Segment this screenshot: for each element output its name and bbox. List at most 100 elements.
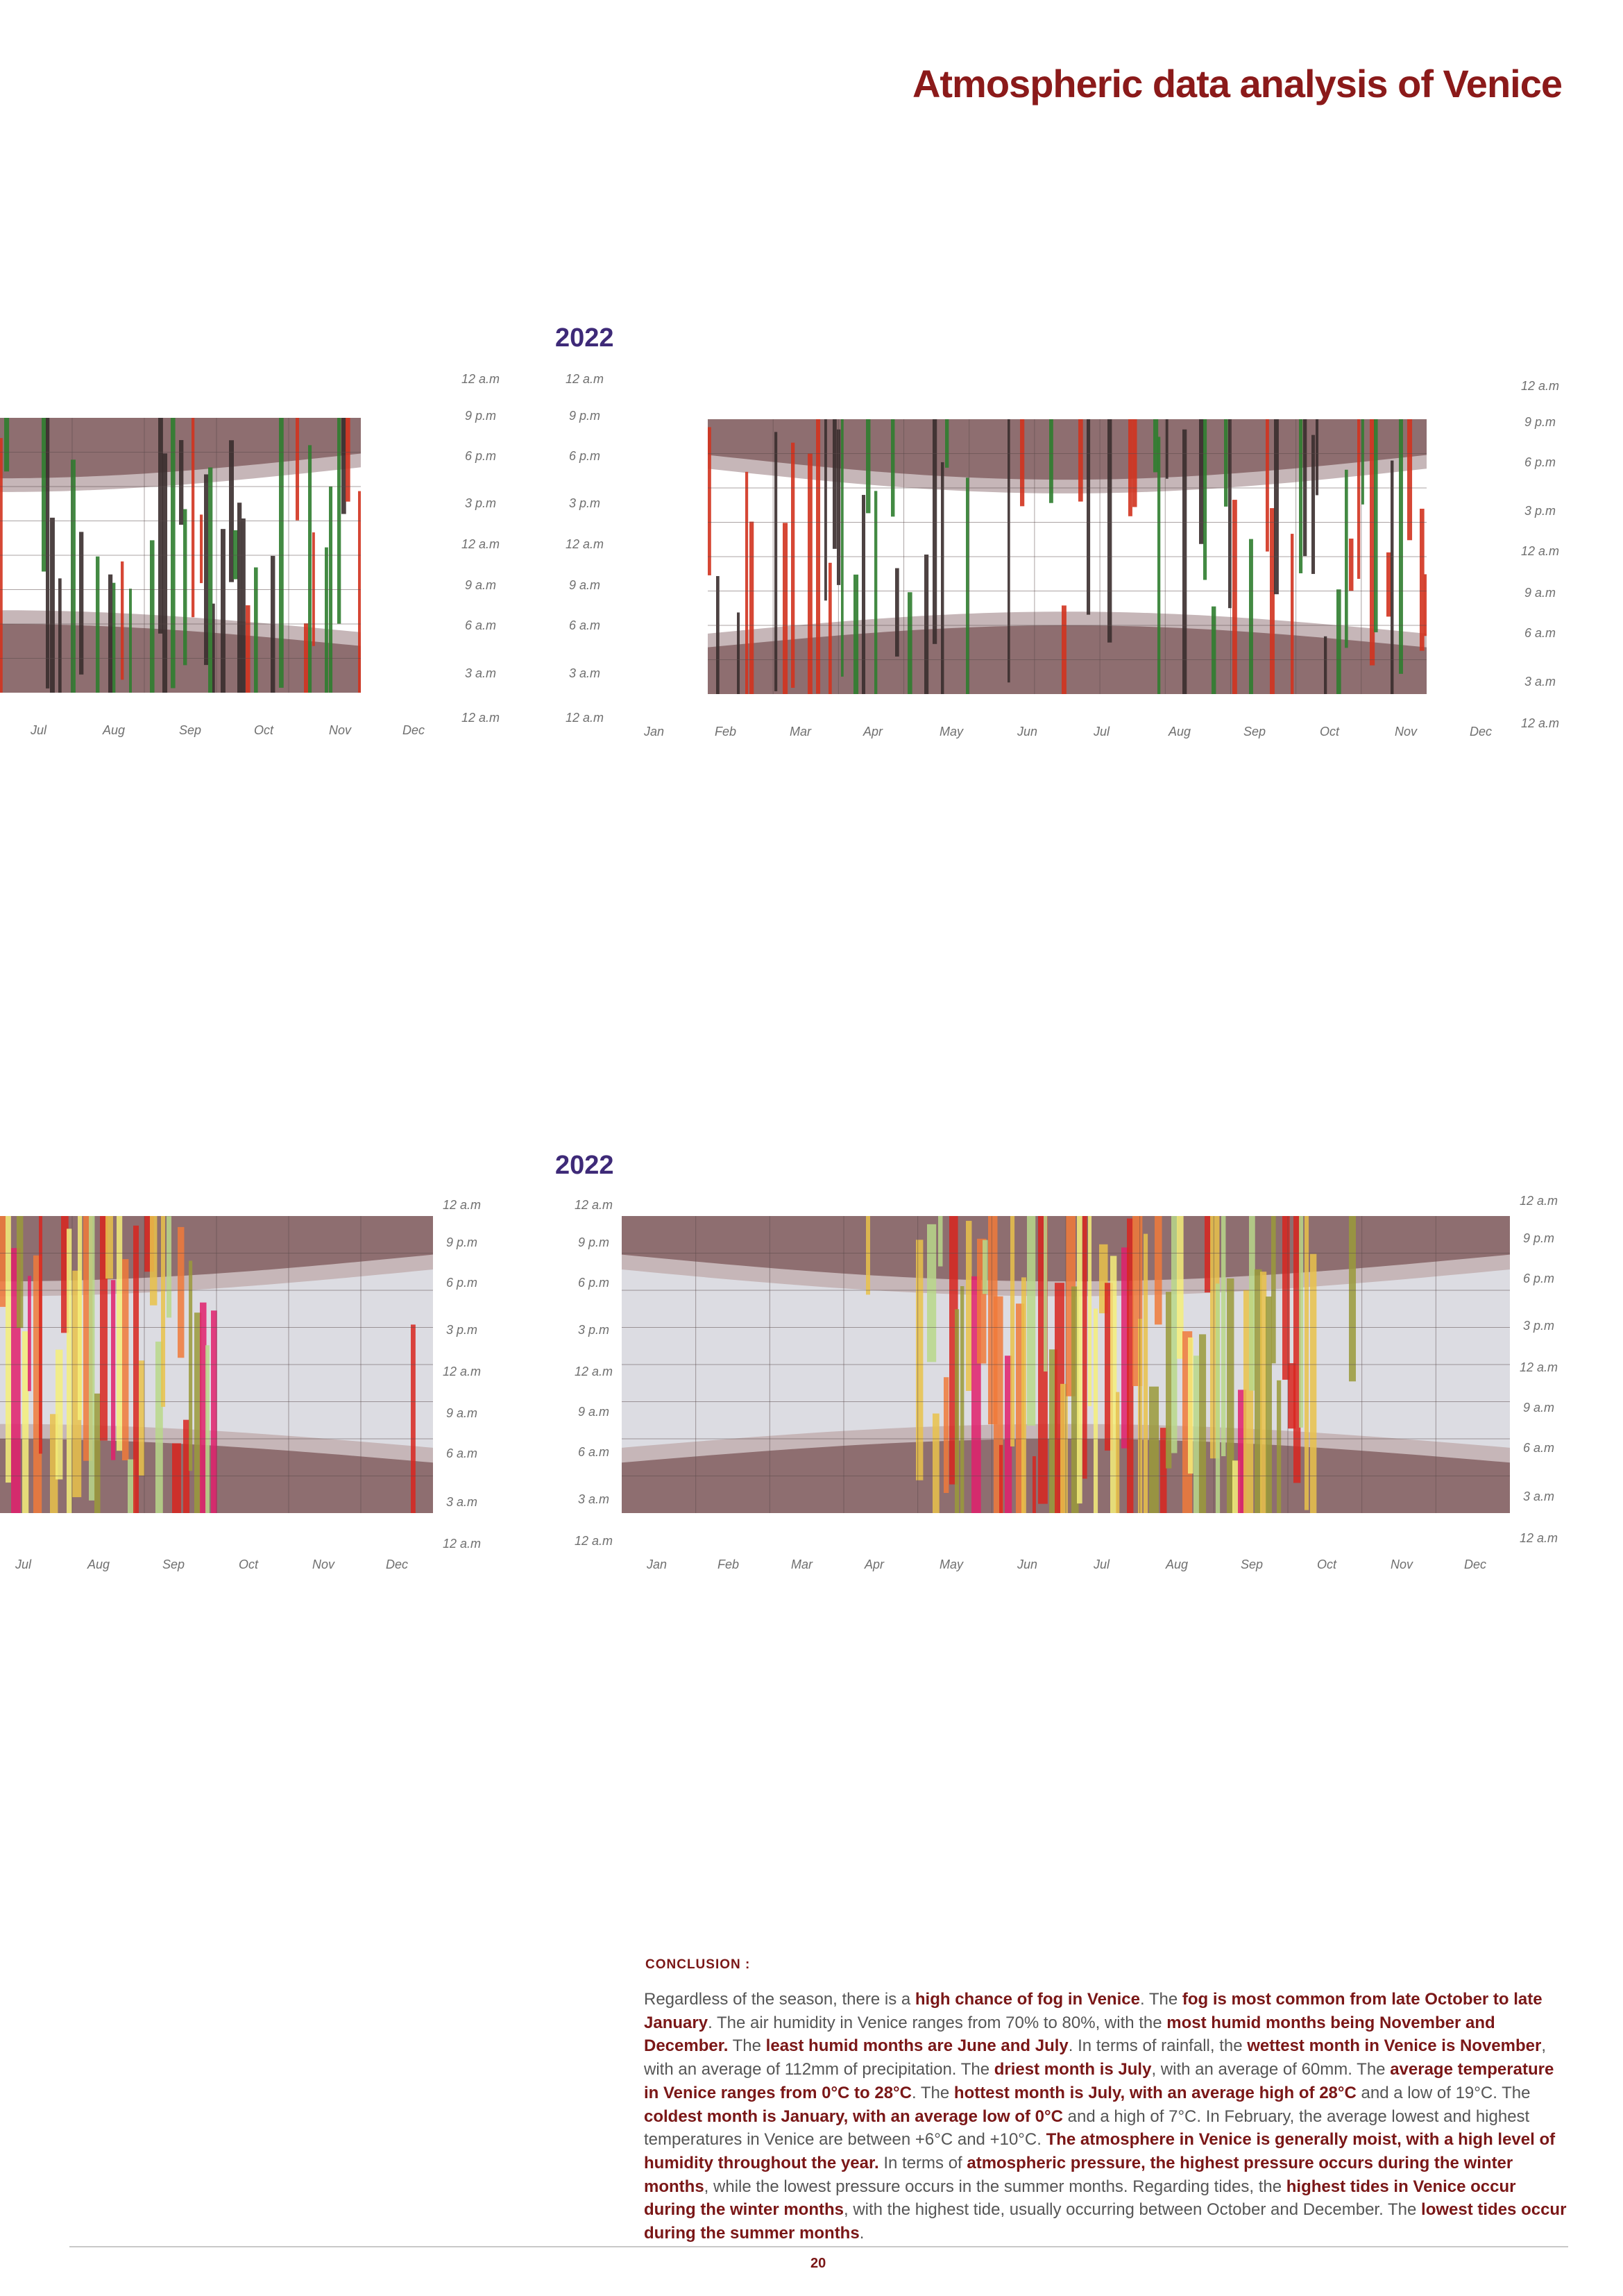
fog-mark — [279, 418, 284, 688]
pressure-mark — [17, 1216, 24, 1328]
conclusion-emphasis: most humid months being November and Dec… — [644, 2013, 1495, 2056]
fog-mark — [1212, 606, 1216, 694]
conclusion-text: In terms of — [878, 2153, 967, 2172]
fog-mark — [933, 419, 937, 644]
hour-tick: 12 a.m — [443, 1537, 482, 1551]
pressure-mark — [56, 1349, 63, 1480]
month-tick: Oct — [1317, 1558, 1337, 1571]
fog-mark — [179, 440, 184, 525]
fog-mark — [79, 532, 84, 675]
pressure-mark — [1127, 1218, 1134, 1513]
conclusion-emphasis: driest month is July — [994, 2060, 1152, 2079]
pressure-mark — [67, 1229, 72, 1513]
month-tick: Nov — [329, 723, 352, 737]
month-tick: Aug — [1169, 725, 1191, 738]
pressure-mark — [1216, 1283, 1221, 1513]
pressure-mark — [189, 1260, 193, 1471]
fog-mark — [1399, 419, 1403, 674]
pressure-mark — [1282, 1216, 1290, 1380]
fog-mark — [1049, 419, 1053, 503]
conclusion-text: and a low of 19°C. The — [1356, 2083, 1531, 2102]
pressure-mark — [1305, 1216, 1309, 1510]
pressure-mark — [133, 1225, 139, 1513]
pressure-mark — [955, 1309, 960, 1513]
hour-tick: 3 a.m — [1524, 675, 1556, 689]
pressure-mark — [1188, 1337, 1193, 1474]
fog-mark — [1008, 419, 1010, 683]
pressure-mark — [105, 1216, 113, 1279]
fog-mark — [1266, 419, 1269, 552]
month-tick: Sep — [162, 1558, 185, 1571]
hour-tick: 9 p.m — [446, 1235, 478, 1249]
conclusion-emphasis: lowest tides occur during the summer mon… — [644, 2200, 1567, 2243]
hour-tick: 6 a.m — [446, 1446, 478, 1460]
pressure-mark — [1277, 1380, 1282, 1513]
fog-mark — [1349, 538, 1354, 591]
conclusion-emphasis: coldest month is January, with an averag… — [644, 2107, 1063, 2126]
fog-mark — [824, 419, 827, 601]
year-label-pressure: 2022 — [555, 1151, 614, 1180]
fog-mark — [346, 418, 350, 502]
month-tick: Jan — [647, 1558, 668, 1571]
month-tick: Sep — [1243, 725, 1266, 738]
pressure-mark — [1049, 1349, 1057, 1513]
pressure-mark — [1060, 1383, 1068, 1513]
hour-tick: 12 a.m — [1520, 1360, 1558, 1374]
fog-mark — [841, 419, 844, 677]
pressure-mark — [1094, 1308, 1098, 1513]
pressure-mark — [78, 1216, 83, 1420]
fog-mark — [162, 453, 168, 693]
pressure-chart-partial-plot — [0, 1216, 433, 1513]
hour-tick: 3 a.m — [578, 1492, 610, 1506]
pressure-mark — [94, 1393, 101, 1513]
pressure-mark — [89, 1216, 95, 1501]
month-tick: Nov — [1395, 725, 1418, 738]
pressure-mark — [1005, 1356, 1012, 1513]
fog-mark — [716, 575, 720, 694]
pressure-mark — [1144, 1233, 1148, 1513]
fog-mark — [58, 578, 62, 693]
fog-mark — [833, 419, 837, 549]
fog-mark — [42, 418, 46, 572]
hour-tick: 12 a.m — [1521, 716, 1560, 730]
pressure-mark — [100, 1216, 108, 1441]
pressure-mark — [1299, 1216, 1304, 1428]
pressure-mark — [1021, 1277, 1026, 1513]
month-tick: Dec — [386, 1558, 409, 1571]
conclusion-text: The — [728, 2036, 766, 2056]
fog-mark — [171, 418, 176, 689]
fog-mark — [341, 418, 346, 514]
conclusion-emphasis: The atmosphere in Venice is generally mo… — [644, 2130, 1556, 2172]
month-tick: Sep — [1241, 1558, 1264, 1571]
pressure-mark — [205, 1345, 210, 1513]
pressure-mark — [999, 1444, 1003, 1513]
month-tick: Jul — [31, 723, 47, 737]
hour-tick: 9 a.m — [465, 578, 497, 592]
fog-mark — [1128, 419, 1132, 516]
pressure-mark — [1010, 1216, 1015, 1447]
conclusion-text: . — [859, 2224, 865, 2243]
hour-tick: 9 p.m — [578, 1235, 610, 1249]
pressure-mark — [22, 1331, 29, 1513]
month-tick: Feb — [717, 1558, 740, 1571]
pressure-mark — [178, 1226, 185, 1358]
fog-mark — [296, 418, 300, 521]
conclusion-text: and a high of 7°C. In February, the aver… — [644, 2107, 1530, 2150]
pressure-mark — [1171, 1216, 1178, 1453]
page-number: 20 — [810, 2256, 826, 2271]
hour-tick: 3 p.m — [1523, 1319, 1555, 1333]
hour-tick: 12 a.m — [575, 1534, 613, 1548]
month-tick: Oct — [254, 723, 274, 737]
pressure-mark — [117, 1216, 123, 1451]
fog-mark — [1166, 419, 1169, 479]
footer-rule — [69, 2246, 1568, 2247]
hour-tick: 9 p.m — [465, 409, 497, 423]
hour-tick: 6 p.m — [1523, 1272, 1555, 1285]
fog-mark — [966, 478, 969, 694]
fog-mark — [862, 495, 866, 694]
fog-mark — [874, 491, 878, 694]
pressure-mark — [1199, 1334, 1207, 1513]
pressure-mark — [61, 1216, 69, 1333]
month-tick: Jun — [1017, 1558, 1038, 1571]
fog-mark — [1407, 419, 1413, 541]
